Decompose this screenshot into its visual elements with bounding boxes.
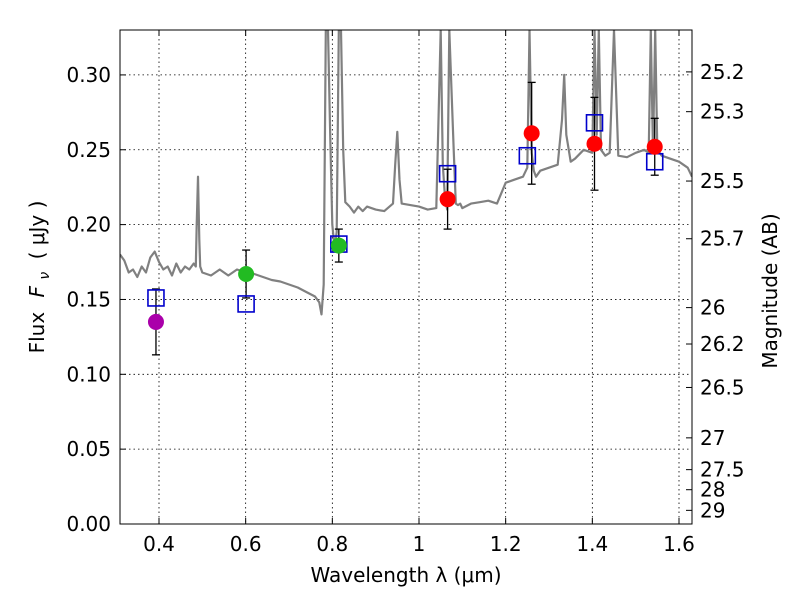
photometry-point bbox=[147, 313, 164, 330]
model-photometry-square bbox=[438, 164, 457, 183]
grid-layer bbox=[120, 30, 692, 525]
y-axis-label-flux: Flux bbox=[25, 312, 49, 354]
magnitude-tick-label: 25.7 bbox=[700, 227, 745, 251]
y-axis-label-symbol: F bbox=[25, 285, 49, 297]
magnitude-tick-label: 26 bbox=[700, 296, 725, 320]
y-tick-label: 0.15 bbox=[66, 287, 111, 311]
photometry-point bbox=[330, 237, 347, 254]
magnitude-tick-label: 27.5 bbox=[700, 458, 745, 482]
x-tick-label: 0.6 bbox=[230, 532, 262, 556]
y-tick-label: 0.05 bbox=[66, 437, 111, 461]
plot-frame bbox=[119, 29, 693, 525]
right-axis-label: Magnitude (AB) bbox=[758, 213, 782, 368]
magnitude-tick-label: 26.5 bbox=[700, 375, 745, 399]
magnitude-tick-label: 26.2 bbox=[700, 332, 745, 356]
ticks-layer: 0.4 0.6 0.8 1 1.2 1.4 1.6 0.00 0.05 0.10 0.15 0.20 0… bbox=[66, 30, 745, 556]
photometry-point bbox=[586, 135, 603, 152]
photometry-point bbox=[439, 191, 456, 208]
x-axis-label: Wavelength λ (μm) bbox=[310, 563, 501, 587]
x-tick-label: 1.2 bbox=[490, 532, 522, 556]
y-tick-label: 0.30 bbox=[66, 63, 111, 87]
magnitude-tick-label: 25.3 bbox=[700, 100, 745, 124]
magnitude-tick-label: 29 bbox=[700, 498, 725, 522]
model-photometry-square bbox=[237, 295, 255, 313]
y-tick-label: 0.20 bbox=[66, 213, 111, 237]
y-axis-label-unit: ( μJy ) bbox=[25, 201, 49, 260]
photometry-point bbox=[238, 266, 255, 283]
plot-area bbox=[120, 30, 692, 356]
magnitude-tick-label: 25.5 bbox=[700, 169, 745, 193]
y-tick-label: 0.25 bbox=[66, 138, 111, 162]
y-tick-label: 0.00 bbox=[66, 512, 111, 536]
y-axis-label-sub: ν bbox=[37, 272, 53, 280]
x-tick-label: 0.4 bbox=[143, 532, 175, 556]
spectrum-line bbox=[120, 30, 692, 316]
model-photometry-square bbox=[147, 289, 165, 307]
magnitude-tick-label: 25.2 bbox=[700, 60, 745, 84]
x-tick-label: 1.6 bbox=[663, 532, 695, 556]
model-photometry-square bbox=[518, 146, 537, 165]
y-axis-label: Flux F ν ( μJy ) bbox=[25, 201, 54, 354]
magnitude-tick-label: 28 bbox=[700, 478, 725, 502]
x-tick-label: 1 bbox=[413, 532, 426, 556]
model-photometry-square bbox=[585, 114, 604, 132]
y-tick-label: 0.10 bbox=[66, 362, 111, 386]
photometry-point bbox=[646, 138, 663, 155]
photometry-point bbox=[523, 125, 540, 142]
magnitude-tick-label: 27 bbox=[700, 426, 725, 450]
x-tick-label: 0.8 bbox=[316, 532, 348, 556]
x-tick-label: 1.4 bbox=[576, 532, 608, 556]
